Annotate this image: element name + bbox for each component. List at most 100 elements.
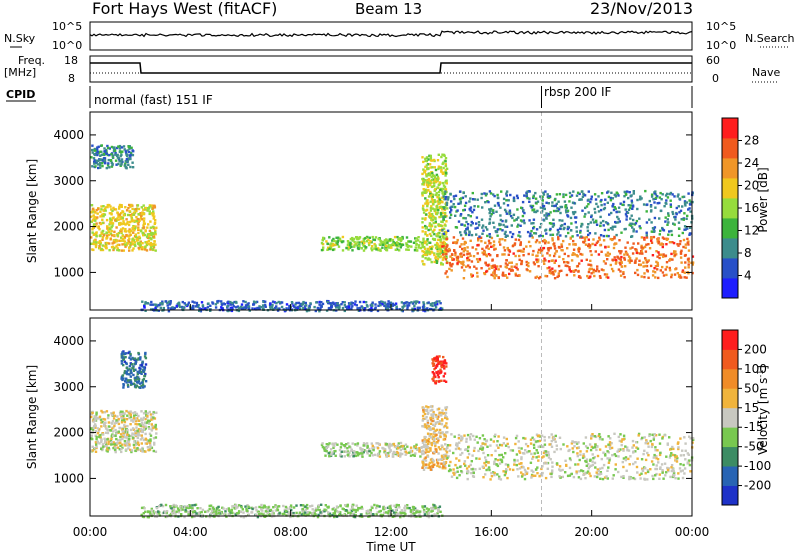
- echo-cell: [132, 228, 134, 230]
- echo-cell: [444, 224, 446, 226]
- echo-cell: [121, 362, 123, 364]
- echo-cell: [610, 238, 612, 240]
- echo-cell: [155, 249, 157, 251]
- echo-cell: [444, 174, 446, 176]
- echo-cell: [366, 304, 368, 306]
- echo-cell: [372, 449, 374, 451]
- echo-cell: [441, 201, 443, 203]
- echo-cell: [607, 229, 609, 231]
- echo-cell: [532, 222, 534, 224]
- freq-panel-frame: [90, 56, 692, 82]
- echo-cell: [124, 228, 126, 230]
- echo-cell: [112, 430, 114, 432]
- echo-cell: [488, 208, 490, 210]
- echo-cell: [291, 301, 293, 303]
- echo-cell: [320, 301, 322, 303]
- noise-panel: N.Sky 10^5 10^0 10^5 10^0 N.Search: [4, 20, 795, 52]
- echo-cell: [91, 248, 93, 250]
- echo-cell: [118, 427, 120, 429]
- echo-cell: [587, 234, 589, 236]
- echo-cell: [422, 407, 424, 409]
- echo-cell: [646, 203, 648, 205]
- echo-cell: [466, 259, 468, 261]
- echo-cell: [436, 262, 438, 264]
- echo-cell: [422, 419, 424, 421]
- echo-cell: [432, 371, 434, 373]
- echo-cell: [429, 447, 431, 449]
- freq-right-tick-low: 0: [712, 72, 719, 85]
- echo-cell: [135, 208, 137, 210]
- echo-cell: [523, 194, 525, 196]
- echo-cell: [107, 417, 109, 419]
- echo-cell: [427, 189, 429, 191]
- echo-cell: [340, 446, 342, 448]
- echo-cell: [128, 249, 130, 251]
- echo-cell: [433, 175, 435, 177]
- echo-cell: [493, 248, 495, 250]
- echo-cell: [659, 473, 661, 475]
- echo-cell: [665, 255, 667, 257]
- echo-cell: [556, 193, 558, 195]
- echo-cell: [489, 215, 491, 217]
- echo-cell: [278, 301, 280, 303]
- echo-cell: [508, 199, 510, 201]
- echo-cell: [533, 447, 535, 449]
- echo-cell: [385, 443, 387, 445]
- echo-cell: [369, 454, 371, 456]
- echo-cell: [552, 271, 554, 273]
- echo-cell: [153, 240, 155, 242]
- echo-cell: [436, 213, 438, 215]
- echo-cell: [441, 456, 443, 458]
- echo-cell: [428, 464, 430, 466]
- echo-cell: [495, 274, 497, 276]
- echo-cell: [322, 238, 324, 240]
- echo-cell: [572, 202, 574, 204]
- echo-cell: [559, 193, 561, 195]
- echo-cell: [653, 267, 655, 269]
- echo-cell: [600, 209, 602, 211]
- echo-cell: [558, 246, 560, 248]
- echo-cell: [533, 444, 535, 446]
- echo-cell: [584, 213, 586, 215]
- echo-cell: [596, 265, 598, 267]
- echo-cell: [442, 259, 444, 261]
- echo-cell: [429, 258, 431, 260]
- echo-cell: [435, 416, 437, 418]
- echo-cell: [481, 233, 483, 235]
- echo-cell: [463, 192, 465, 194]
- echo-cell: [650, 210, 652, 212]
- echo-cell: [538, 455, 540, 457]
- echo-cell: [620, 250, 622, 252]
- echo-cell: [110, 429, 112, 431]
- echo-cell: [421, 156, 423, 158]
- echo-cell: [506, 438, 508, 440]
- echo-cell: [337, 241, 339, 243]
- echo-cell: [106, 410, 108, 412]
- echo-cell: [427, 455, 429, 457]
- echo-cell: [146, 421, 148, 423]
- echo-cell: [453, 236, 455, 238]
- echo-cell: [107, 414, 109, 416]
- echo-cell: [426, 234, 428, 236]
- echo-cell: [485, 464, 487, 466]
- echo-cell: [134, 450, 136, 452]
- echo-cell: [554, 262, 556, 264]
- echo-cell: [676, 207, 678, 209]
- echo-cell: [108, 242, 110, 244]
- echo-cell: [470, 240, 472, 242]
- echo-cell: [416, 249, 418, 251]
- echo-cell: [441, 423, 443, 425]
- echo-cell: [430, 201, 432, 203]
- echo-cell: [501, 459, 503, 461]
- echo-cell: [142, 370, 144, 372]
- echo-cell: [471, 260, 473, 262]
- echo-cell: [612, 477, 614, 479]
- echo-cell: [611, 259, 613, 261]
- echo-cell: [533, 438, 535, 440]
- echo-cell: [141, 437, 143, 439]
- echo-cell: [646, 234, 648, 236]
- echo-cell: [413, 305, 415, 307]
- echo-cell: [561, 206, 563, 208]
- echo-cell: [680, 250, 682, 252]
- echo-cell: [114, 219, 116, 221]
